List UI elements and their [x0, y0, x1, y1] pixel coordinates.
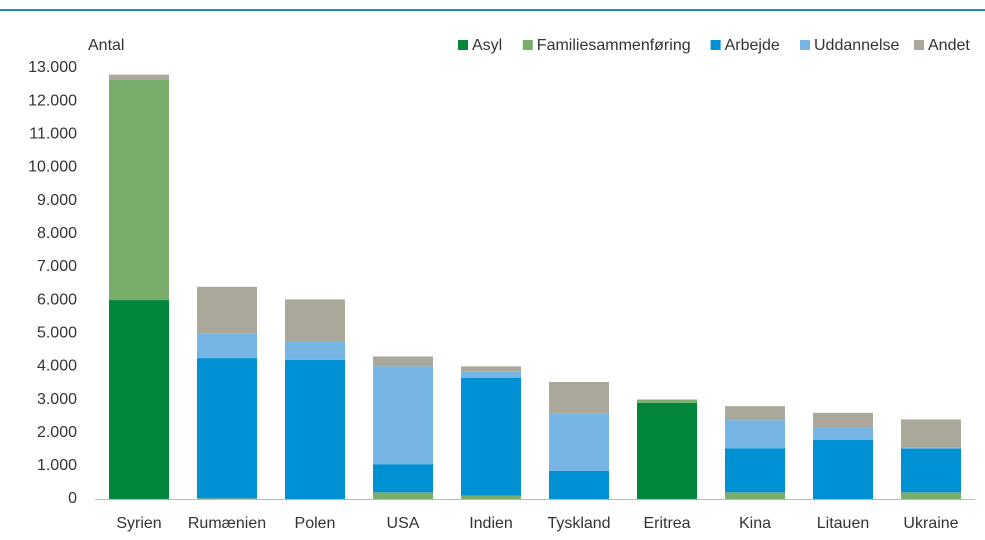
bar-segment [725, 448, 785, 493]
bar-segment [901, 447, 961, 449]
y-tick-label: 10.000 [28, 159, 77, 176]
legend-swatch [914, 40, 924, 50]
x-tick-label: Syrien [116, 515, 161, 532]
bar-segment [373, 366, 433, 465]
y-tick-label: 1.000 [37, 457, 77, 474]
bar-segment [549, 381, 609, 414]
bar-segment [197, 286, 257, 334]
x-tick-label: USA [387, 515, 420, 532]
bar-segment [109, 300, 169, 499]
y-tick-label: 8.000 [37, 225, 77, 242]
bar-segment [813, 439, 873, 499]
y-tick-label: 2.000 [37, 424, 77, 441]
y-tick-label: 4.000 [37, 358, 77, 375]
bar-segment [461, 371, 521, 378]
bar-segment [373, 356, 433, 367]
bar-segment [461, 366, 521, 372]
legend-swatch [800, 40, 810, 50]
bar-segment [637, 399, 697, 403]
bar-segment [109, 74, 169, 80]
bar-segment [901, 492, 961, 499]
bar-segment [285, 359, 345, 499]
legend-swatch [458, 40, 468, 50]
y-axis-label: Antal [88, 37, 124, 54]
legend-swatch [522, 40, 533, 50]
bar-segment [901, 419, 961, 448]
legend-label: Asyl [472, 37, 502, 54]
bar-segment [901, 448, 961, 493]
bar-segment [813, 412, 873, 428]
bar-segment [461, 495, 521, 499]
y-tick-label: 12.000 [28, 92, 77, 109]
bar-segment [197, 498, 257, 499]
y-tick-label: 9.000 [37, 192, 77, 209]
bar-segment [373, 492, 433, 499]
legend-label: Familiesammenføring [537, 37, 691, 54]
legend-label: Arbejde [725, 37, 780, 54]
bar-segment [637, 402, 697, 499]
bar-segment [725, 406, 785, 421]
bar-segment [725, 492, 785, 499]
bar-segment [813, 427, 873, 440]
x-tick-label: Ukraine [903, 515, 958, 532]
bar-segment [461, 377, 521, 496]
x-tick-label: Eritrea [643, 515, 690, 532]
y-tick-label: 13.000 [28, 59, 77, 76]
y-tick-label: 3.000 [37, 391, 77, 408]
bar-segment [285, 299, 345, 342]
x-tick-label: Tyskland [547, 515, 610, 532]
y-tick-label: 0 [68, 490, 77, 507]
y-tick-label: 7.000 [37, 258, 77, 275]
y-tick-label: 11.000 [29, 126, 77, 143]
y-tick-label: 6.000 [37, 291, 77, 308]
x-tick-label: Polen [295, 515, 336, 532]
legend-label: Andet [928, 37, 970, 54]
legend-label: Uddannelse [814, 37, 900, 54]
x-tick-label: Litauen [817, 515, 870, 532]
y-tick-label: 5.000 [37, 324, 77, 341]
bar-segment [373, 464, 433, 493]
bar-segment [197, 333, 257, 359]
x-tick-label: Kina [739, 515, 771, 532]
x-tick-label: Indien [469, 515, 513, 532]
bar-segment [725, 420, 785, 449]
bar-segment [549, 413, 609, 471]
bar-segment [109, 79, 169, 301]
bar-segment [197, 358, 257, 499]
bar-segment [285, 341, 345, 360]
bar-segment [549, 470, 609, 499]
legend-swatch [710, 40, 721, 50]
x-tick-label: Rumænien [188, 515, 266, 532]
